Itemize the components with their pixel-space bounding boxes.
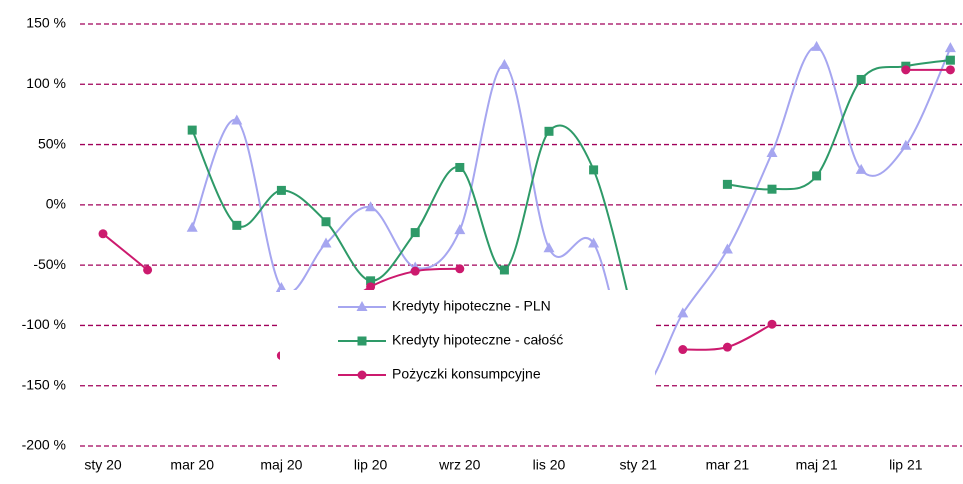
marker: [357, 370, 367, 380]
marker: [544, 126, 554, 136]
marker: [186, 221, 198, 232]
x-tick-label: lip 21: [889, 457, 923, 473]
marker: [143, 265, 153, 275]
marker: [721, 243, 733, 254]
marker: [766, 147, 778, 158]
y-tick-label: -150 %: [22, 376, 66, 392]
marker: [811, 40, 823, 51]
marker: [410, 266, 420, 276]
legend-label: Pożyczki konsumpcyjne: [392, 366, 541, 382]
marker: [365, 201, 377, 212]
marker: [276, 185, 286, 195]
x-tick-label: wrz 20: [438, 457, 480, 473]
marker: [944, 42, 956, 53]
marker: [677, 307, 689, 318]
marker: [767, 184, 777, 194]
marker: [321, 217, 331, 227]
marker: [543, 242, 555, 253]
marker: [187, 125, 197, 135]
x-tick-label: maj 20: [260, 457, 302, 473]
x-tick-label: sty 20: [84, 457, 122, 473]
marker: [900, 139, 912, 150]
series: [186, 40, 956, 390]
marker: [275, 282, 287, 293]
marker: [320, 237, 332, 248]
marker: [856, 74, 866, 84]
marker: [232, 220, 242, 230]
legend-label: Kredyty hipoteczne - całość: [392, 332, 563, 348]
marker: [98, 229, 108, 239]
marker: [812, 171, 822, 181]
y-tick-label: -200 %: [22, 437, 66, 453]
marker: [455, 264, 465, 274]
marker: [366, 276, 376, 286]
marker: [454, 224, 466, 235]
marker: [366, 282, 376, 292]
legend-label: Kredyty hipoteczne - PLN: [392, 298, 551, 314]
marker: [678, 345, 688, 355]
x-tick-label: sty 21: [620, 457, 658, 473]
x-tick-label: lip 20: [354, 457, 388, 473]
marker: [410, 228, 420, 238]
marker: [722, 342, 732, 352]
marker: [589, 165, 599, 175]
marker: [945, 55, 955, 65]
marker: [767, 319, 777, 329]
marker: [498, 58, 510, 69]
marker: [499, 265, 509, 275]
y-tick-label: 0%: [46, 196, 66, 212]
x-tick-label: maj 21: [796, 457, 838, 473]
y-tick-label: 100 %: [26, 75, 66, 91]
marker: [945, 65, 955, 75]
marker: [356, 301, 368, 311]
marker: [901, 65, 911, 75]
y-tick-label: -100 %: [22, 316, 66, 332]
y-tick-label: -50%: [33, 256, 66, 272]
x-tick-label: lis 20: [533, 457, 566, 473]
marker: [855, 163, 867, 174]
y-tick-label: 50%: [38, 135, 66, 151]
marker: [455, 162, 465, 172]
y-tick-label: 150 %: [26, 15, 66, 31]
marker: [231, 114, 243, 125]
legend: Kredyty hipoteczne - PLN Kredyty hipotecz…: [280, 290, 655, 395]
marker: [722, 179, 732, 189]
x-tick-label: mar 21: [706, 457, 750, 473]
marker: [357, 336, 367, 346]
x-tick-label: mar 20: [170, 457, 214, 473]
marker: [588, 237, 600, 248]
